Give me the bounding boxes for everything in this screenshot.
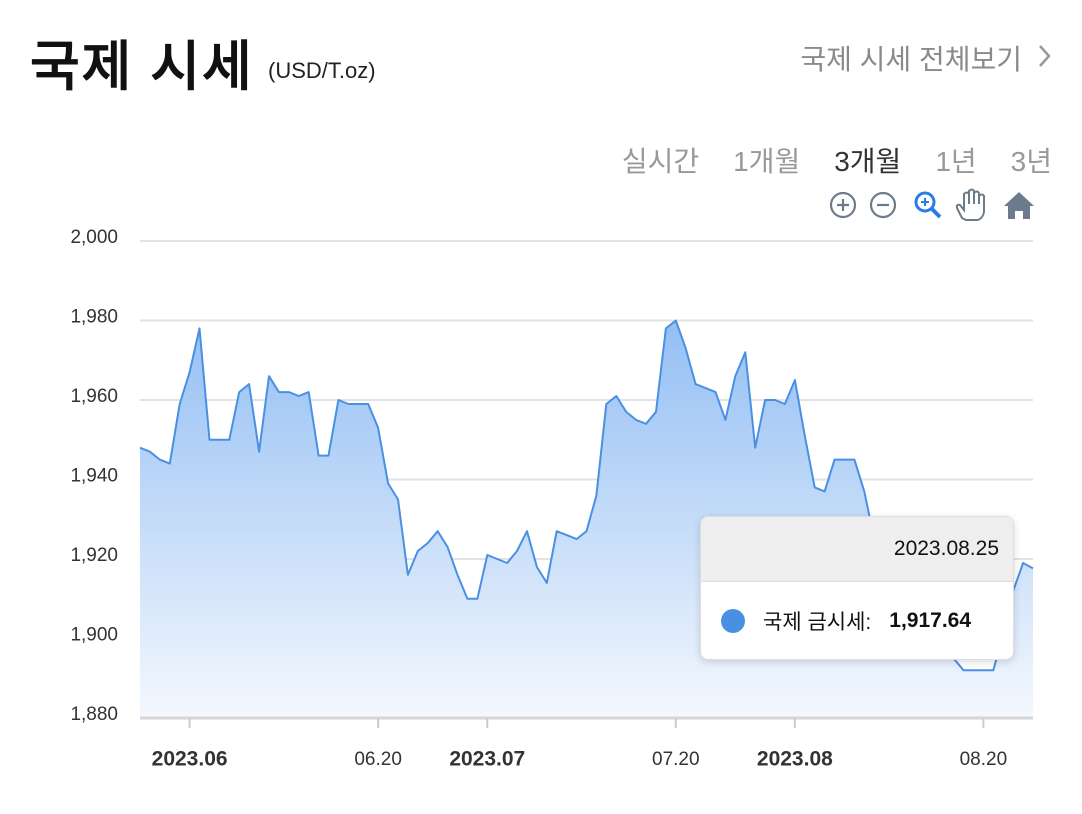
y-tick-label: 1,900 <box>70 625 118 646</box>
range-tab[interactable]: 실시간 <box>621 146 700 177</box>
tooltip-dot <box>721 608 745 633</box>
x-tick-label: 08.20 <box>960 749 1008 770</box>
x-tick-label: 07.20 <box>652 749 700 770</box>
unit: (USD/T.oz) <box>268 58 376 83</box>
tooltip-date: 2023.08.25 <box>701 517 1013 582</box>
range-tab[interactable]: 3년 <box>1010 146 1052 177</box>
chevron-icon[interactable] <box>1038 44 1052 68</box>
range-tab[interactable]: 1개월 <box>733 146 801 177</box>
range-tab[interactable]: 3개월 <box>834 146 902 177</box>
range-tab[interactable]: 1년 <box>935 146 977 177</box>
pan-icon[interactable] <box>955 188 985 221</box>
y-tick-label: 1,980 <box>70 307 118 328</box>
tooltip-value: 1,917.64 <box>889 608 972 632</box>
view-all-link[interactable]: 국제 시세 전체보기 <box>800 44 1022 75</box>
chart-tools <box>829 188 1034 221</box>
x-tick-label: 2023.06 <box>152 748 228 771</box>
home-icon[interactable] <box>1004 192 1034 219</box>
y-tick-label: 2,000 <box>70 227 118 248</box>
zoom-select-icon[interactable] <box>914 191 942 219</box>
y-tick-label: 1,920 <box>70 545 118 566</box>
x-tick-label: 2023.08 <box>757 748 833 771</box>
tooltip-body: 국제 금시세: 1,917.64 <box>701 582 1013 659</box>
range-tabs: 실시간 1개월 3개월 1년 3년 <box>622 140 1052 180</box>
y-tick-label: 1,960 <box>70 386 118 407</box>
zoom-in-icon[interactable] <box>829 191 857 219</box>
zoom-out-icon[interactable] <box>869 191 897 219</box>
x-tick-label: 2023.07 <box>449 748 525 771</box>
tooltip-label: 국제 금시세: <box>763 610 872 634</box>
y-tick-label: 1,940 <box>70 466 118 487</box>
tooltip: 2023.08.25 국제 금시세: 1,917.64 <box>700 516 1014 660</box>
x-tick-label: 06.20 <box>354 749 402 770</box>
title: 국제 시세 <box>30 37 254 97</box>
y-tick-label: 1,880 <box>70 704 118 725</box>
